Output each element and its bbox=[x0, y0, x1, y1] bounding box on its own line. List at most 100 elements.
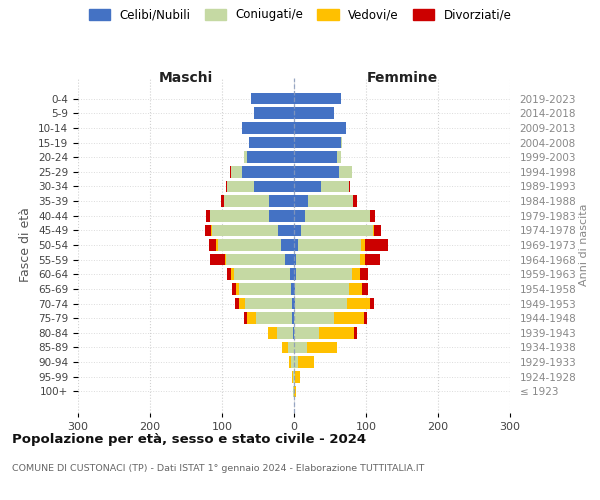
Bar bbox=[295, 283, 349, 295]
Bar bbox=[226, 254, 286, 266]
Bar bbox=[235, 298, 239, 310]
Bar bbox=[305, 210, 370, 222]
Bar bbox=[248, 136, 250, 148]
Bar bbox=[294, 327, 319, 338]
Bar bbox=[370, 298, 374, 310]
Bar bbox=[301, 224, 373, 236]
Bar bbox=[268, 327, 277, 338]
Y-axis label: Fasce di età: Fasce di età bbox=[19, 208, 32, 282]
Bar bbox=[349, 283, 362, 295]
Bar bbox=[294, 356, 298, 368]
Bar bbox=[294, 298, 295, 310]
Bar bbox=[278, 224, 294, 236]
Bar bbox=[294, 180, 322, 192]
Bar bbox=[322, 180, 349, 192]
Bar bbox=[269, 195, 294, 207]
Bar bbox=[216, 239, 218, 251]
Legend: Celibi/Nubili, Coniugati/e, Vedovi/e, Divorziati/e: Celibi/Nubili, Coniugati/e, Vedovi/e, Di… bbox=[89, 8, 511, 22]
Bar bbox=[294, 136, 341, 148]
Bar bbox=[334, 312, 364, 324]
Bar bbox=[247, 312, 256, 324]
Bar bbox=[294, 224, 301, 236]
Bar bbox=[364, 312, 367, 324]
Bar bbox=[294, 210, 305, 222]
Bar bbox=[361, 239, 365, 251]
Bar bbox=[221, 195, 224, 207]
Y-axis label: Anni di nascita: Anni di nascita bbox=[579, 204, 589, 286]
Bar bbox=[365, 239, 388, 251]
Text: Femmine: Femmine bbox=[367, 72, 437, 86]
Bar bbox=[242, 166, 294, 177]
Bar bbox=[211, 224, 212, 236]
Bar bbox=[294, 108, 334, 119]
Bar bbox=[289, 356, 291, 368]
Bar bbox=[227, 180, 254, 192]
Bar bbox=[239, 298, 245, 310]
Bar bbox=[230, 166, 242, 177]
Bar bbox=[291, 356, 294, 368]
Bar bbox=[225, 254, 226, 266]
Bar bbox=[239, 283, 291, 295]
Bar bbox=[294, 386, 296, 398]
Bar bbox=[359, 254, 365, 266]
Text: Popolazione per età, sesso e stato civile - 2024: Popolazione per età, sesso e stato civil… bbox=[12, 432, 366, 446]
Bar bbox=[281, 239, 294, 251]
Bar bbox=[293, 386, 294, 398]
Bar bbox=[210, 210, 269, 222]
Bar bbox=[224, 195, 269, 207]
Bar bbox=[254, 180, 294, 192]
Bar bbox=[291, 283, 294, 295]
Bar bbox=[354, 327, 358, 338]
Bar bbox=[294, 166, 338, 177]
Bar bbox=[247, 152, 294, 163]
Bar bbox=[307, 342, 337, 353]
Bar bbox=[374, 224, 381, 236]
Bar bbox=[337, 152, 341, 163]
Bar bbox=[349, 180, 350, 192]
Bar bbox=[294, 239, 298, 251]
Bar bbox=[298, 239, 361, 251]
Bar bbox=[294, 152, 337, 163]
Bar bbox=[218, 239, 281, 251]
Text: COMUNE DI CUSTONACI (TP) - Dati ISTAT 1° gennaio 2024 - Elaborazione TUTTITALIA.: COMUNE DI CUSTONACI (TP) - Dati ISTAT 1°… bbox=[12, 464, 424, 473]
Bar bbox=[353, 195, 356, 207]
Bar bbox=[359, 268, 368, 280]
Bar bbox=[294, 195, 308, 207]
Bar bbox=[352, 268, 359, 280]
Bar bbox=[293, 327, 294, 338]
Bar bbox=[296, 254, 359, 266]
Bar bbox=[233, 268, 290, 280]
Bar bbox=[370, 210, 376, 222]
Bar bbox=[236, 283, 239, 295]
Bar bbox=[283, 342, 288, 353]
Bar bbox=[319, 327, 354, 338]
Bar bbox=[296, 268, 352, 280]
Bar bbox=[294, 268, 296, 280]
Bar bbox=[365, 254, 380, 266]
Bar bbox=[294, 312, 334, 324]
Bar bbox=[288, 342, 294, 353]
Bar bbox=[206, 210, 210, 222]
Bar bbox=[209, 239, 216, 251]
Bar bbox=[292, 312, 294, 324]
Bar bbox=[294, 254, 296, 266]
Bar bbox=[277, 327, 293, 338]
Bar bbox=[294, 283, 295, 295]
Bar bbox=[212, 224, 278, 236]
Bar bbox=[227, 268, 232, 280]
Bar bbox=[205, 224, 211, 236]
Text: Maschi: Maschi bbox=[159, 72, 213, 86]
Bar bbox=[294, 342, 307, 353]
Bar bbox=[286, 254, 294, 266]
Bar bbox=[298, 356, 314, 368]
Bar bbox=[295, 298, 347, 310]
Bar bbox=[211, 254, 225, 266]
Bar bbox=[294, 122, 346, 134]
Bar bbox=[293, 371, 294, 382]
Bar bbox=[308, 195, 353, 207]
Bar bbox=[244, 152, 247, 163]
Bar bbox=[244, 312, 247, 324]
Bar bbox=[250, 136, 294, 148]
Bar bbox=[251, 92, 294, 104]
Bar bbox=[232, 283, 236, 295]
